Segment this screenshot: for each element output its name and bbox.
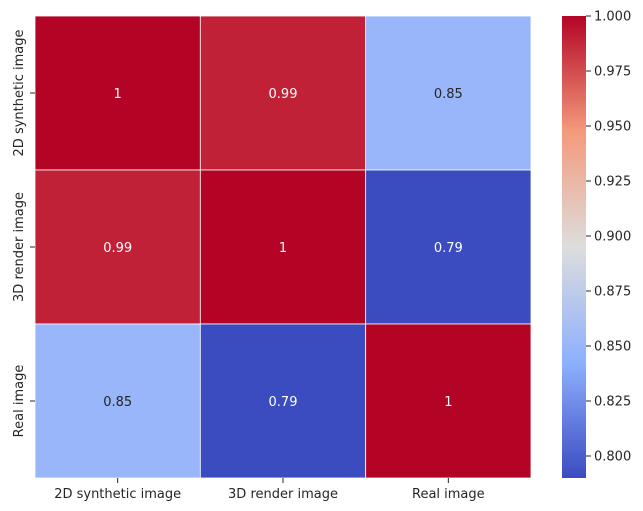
y-tick-label: 2D synthetic image (12, 30, 27, 157)
heatmap-cell (34, 15, 201, 171)
x-axis-ticks: 2D synthetic image 3D render image Real im… (54, 478, 485, 502)
x-tick-label: 2D synthetic image (54, 487, 181, 502)
colorbar-tick-label: 0.800 (594, 450, 631, 465)
y-tick-label: 3D render image (12, 192, 27, 302)
heatmap-cell (199, 15, 367, 171)
colorbar-tick-label: 0.825 (594, 395, 631, 410)
y-axis-ticks: 2D synthetic image 3D render image Real im… (12, 30, 35, 438)
x-tick-label: Real image (412, 487, 485, 502)
colorbar: 0.800 0.825 0.850 0.875 0.900 0.925 0.950 0.975… (562, 10, 631, 478)
colorbar-tick-label: 0.975 (594, 65, 631, 80)
heatmap-cell (365, 15, 532, 171)
cell-annotation: 1 (279, 241, 287, 256)
colorbar-tick-label: 1.000 (594, 10, 631, 25)
heatmap-cell (34, 169, 201, 325)
colorbar-tick-label: 0.900 (594, 230, 631, 245)
cell-annotation: 0.99 (103, 241, 132, 256)
heatmap-cell (34, 323, 201, 479)
cell-annotation: 0.85 (434, 87, 463, 102)
colorbar-tick-label: 0.925 (594, 175, 631, 190)
colorbar-gradient (562, 16, 586, 478)
heatmap-cell (199, 323, 367, 479)
heatmap-cells: 1 0.99 0.85 0.99 1 0.79 0.85 0.79 1 (34, 15, 532, 479)
colorbar-tick-label: 0.875 (594, 285, 631, 300)
cell-annotation: 0.79 (434, 241, 463, 256)
heatmap-cell (365, 169, 532, 325)
cell-annotation: 1 (114, 87, 122, 102)
heatmap-cell (199, 169, 367, 325)
cell-annotation: 1 (444, 395, 452, 410)
y-tick-label: Real image (12, 365, 27, 438)
cell-annotation: 0.85 (103, 395, 132, 410)
colorbar-tick-label: 0.850 (594, 340, 631, 355)
cell-annotation: 0.99 (269, 87, 298, 102)
cell-annotation: 0.79 (269, 395, 298, 410)
x-tick-label: 3D render image (228, 487, 338, 502)
colorbar-tick-label: 0.950 (594, 120, 631, 135)
